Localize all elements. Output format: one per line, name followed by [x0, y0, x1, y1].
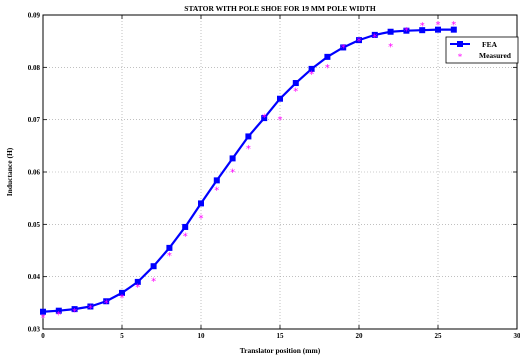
fea-point: [55, 307, 62, 314]
measured-point: *: [341, 43, 346, 54]
fea-point: [119, 289, 125, 296]
measured-point: *: [293, 86, 298, 97]
measured-point: *: [357, 37, 362, 48]
x-tick-label: 15: [277, 332, 285, 340]
fea-point: [87, 303, 94, 310]
fea-point: [450, 26, 457, 33]
fea-point: [356, 37, 362, 44]
measured-point: *: [135, 283, 140, 294]
legend-fea-marker: [457, 41, 463, 47]
y-tick-label: 0.08: [28, 64, 41, 72]
fea-point: [435, 26, 441, 33]
measured-point: *: [230, 168, 235, 179]
fea-point: [387, 28, 394, 35]
fea-point: [340, 44, 347, 51]
y-axis-label: Inductance (H): [5, 147, 14, 196]
measured-point: *: [436, 20, 441, 31]
x-tick-label: 25: [435, 332, 443, 340]
measured-point: *: [278, 115, 283, 126]
measured-point: *: [214, 185, 219, 196]
x-axis-label: Translator position (mm): [240, 346, 321, 355]
measured-point: *: [120, 293, 125, 304]
fea-point: [403, 27, 410, 34]
measured-point: *: [325, 63, 330, 74]
fea-point: [292, 80, 299, 87]
measured-point: *: [88, 304, 93, 315]
fea-point: [261, 115, 268, 122]
measured-point: *: [420, 21, 425, 32]
fea-point: [245, 133, 252, 140]
fea-point: [324, 53, 331, 60]
x-tick-label: 20: [356, 332, 364, 340]
y-tick-label: 0.05: [28, 221, 41, 229]
measured-point: *: [451, 20, 456, 31]
legend: FEA * Measured: [445, 36, 519, 64]
grid: [43, 15, 517, 329]
fea-point: [71, 306, 78, 313]
fea-point: [229, 155, 236, 162]
fea-point: [419, 27, 426, 34]
measured-point: *: [246, 144, 251, 155]
measured-point: *: [167, 251, 172, 262]
axis-ticks: 0 5 10 15 20 25 30 0.03 0.04 0.05 0.06 0.07 0.08 0.09: [28, 12, 520, 341]
fea-point: [308, 65, 315, 72]
fea-point: [150, 263, 157, 270]
fea-point: [40, 308, 46, 315]
fea-point: [371, 31, 378, 38]
y-tick-label: 0.09: [28, 12, 41, 20]
fea-point: [277, 95, 283, 102]
measured-point: *: [56, 310, 61, 321]
measured-point: *: [104, 298, 109, 309]
legend-measured-marker: *: [458, 52, 463, 62]
measured-point: *: [183, 231, 188, 242]
series-layer: * * * * * * * * * * * * * * * * * * * * * * * * * * *: [40, 20, 457, 324]
measured-point: *: [199, 214, 204, 225]
y-tick-label: 0.03: [28, 326, 41, 334]
y-tick-label: 0.07: [28, 116, 41, 124]
legend-measured-label: Measured: [479, 51, 512, 60]
measured-point: *: [262, 113, 267, 124]
x-tick-label: 0: [41, 332, 45, 340]
measured-point: *: [72, 307, 77, 318]
measured-point: *: [404, 26, 409, 37]
legend-fea-label: FEA: [482, 40, 498, 49]
y-tick-label: 0.06: [28, 169, 41, 177]
x-tick-label: 5: [120, 332, 124, 340]
fea-point: [182, 223, 189, 230]
y-tick-label: 0.04: [28, 273, 41, 281]
fea-point: [103, 298, 110, 305]
fea-point: [198, 200, 204, 207]
fea-point: [166, 244, 173, 251]
x-tick-label: 10: [198, 332, 206, 340]
measured-point: *: [309, 70, 314, 81]
measured-point: *: [372, 32, 377, 43]
measured-point: *: [151, 276, 156, 287]
chart-title: STATOR WITH POLE SHOE FOR 19 MM POLE WID…: [184, 4, 376, 13]
x-tick-label: 30: [514, 332, 520, 340]
measured-point: *: [388, 42, 393, 53]
measured-point: *: [41, 313, 46, 324]
fea-point: [134, 278, 141, 285]
fea-point: [213, 177, 220, 184]
